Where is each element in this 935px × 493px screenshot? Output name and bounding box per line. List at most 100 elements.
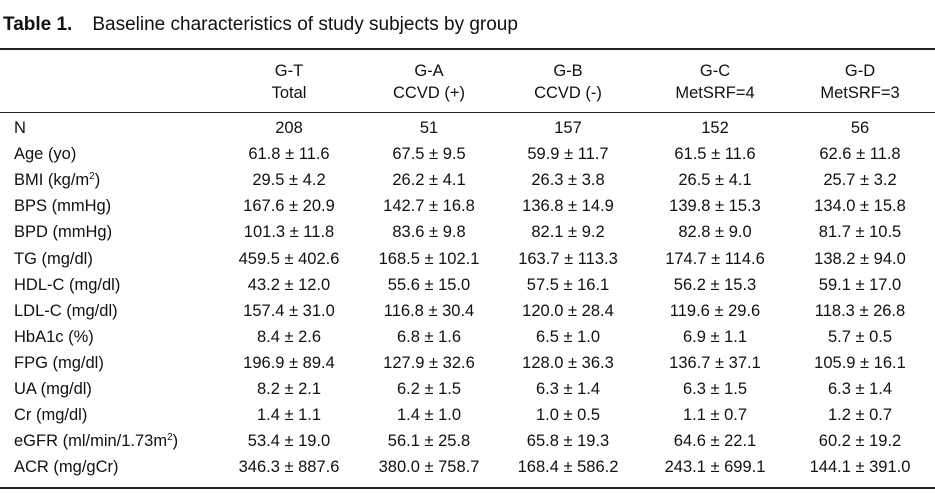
table-cell: 64.6 ± 22.1 — [673, 432, 757, 451]
table-cell: 157.4 ± 31.0 — [243, 301, 335, 320]
table-cell: 8.4 ± 2.6 — [256, 327, 322, 346]
table-cell: 167.6 ± 20.9 — [243, 197, 335, 216]
table-cell: 6.9 ± 1.1 — [682, 327, 748, 346]
table-row: ACR (mg/gCr) 346.3 ± 887.6 380.0 ± 758.7 16… — [0, 454, 935, 480]
top-rule — [0, 48, 935, 50]
row-label: Cr (mg/dl) — [14, 406, 88, 425]
table-cell: 152 — [701, 119, 729, 137]
table-cell: 26.3 ± 3.8 — [531, 171, 605, 190]
table-cell: 5.7 ± 0.5 — [827, 327, 893, 346]
table-cell: 61.8 ± 11.6 — [248, 145, 330, 164]
superscript: 2 — [89, 171, 95, 183]
row-label: HDL-C (mg/dl) — [14, 275, 121, 294]
table-cell: 82.8 ± 9.0 — [678, 223, 752, 242]
table-cell: 1.1 ± 0.7 — [682, 406, 748, 425]
table-row: BMI (kg/m2) 29.5 ± 4.2 26.2 ± 4.1 26.3 ± 3.… — [0, 167, 935, 193]
row-label: LDL-C (mg/dl) — [14, 301, 118, 320]
column-header: G-B CCVD (-) — [493, 60, 643, 104]
table-cell: 43.2 ± 12.0 — [247, 275, 331, 294]
table-cell: 139.8 ± 15.3 — [669, 197, 761, 216]
table-cell: 168.5 ± 102.1 — [378, 249, 480, 268]
row-label: Age (yo) — [14, 145, 77, 164]
table-cell: 118.3 ± 26.8 — [814, 301, 906, 320]
table-cell: 26.5 ± 4.1 — [678, 171, 752, 190]
column-code: G-A — [414, 62, 444, 80]
table-cell: 134.0 ± 15.8 — [814, 197, 906, 216]
row-label: BPD (mmHg) — [14, 223, 113, 242]
row-label: ACR (mg/gCr) — [14, 458, 119, 477]
table-cell: 128.0 ± 36.3 — [522, 353, 614, 372]
table-cell: 6.3 ± 1.4 — [827, 380, 893, 398]
table-cell: 168.4 ± 586.2 — [517, 458, 619, 477]
row-label: FPG (mg/dl) — [14, 353, 104, 372]
table-cell: 196.9 ± 89.4 — [243, 353, 335, 372]
column-description: MetSRF=4 — [675, 84, 755, 102]
table-cell: 56.1 ± 25.8 — [387, 432, 471, 451]
table-cell: 136.8 ± 14.9 — [522, 197, 614, 216]
table-cell: 127.9 ± 32.6 — [383, 353, 475, 372]
table-cell: 346.3 ± 887.6 — [238, 458, 340, 477]
table-cell: 142.7 ± 16.8 — [383, 197, 475, 216]
table-cell: 163.7 ± 113.3 — [518, 249, 618, 268]
table-cell: 157 — [554, 119, 582, 137]
table-row: Age (yo) 61.8 ± 11.6 67.5 ± 9.5 59.9 ± 11.7… — [0, 141, 935, 167]
table-row: FPG (mg/dl) 196.9 ± 89.4 127.9 ± 32.6 128.0… — [0, 350, 935, 376]
table-cell: 120.0 ± 28.4 — [522, 301, 614, 320]
table-cell: 1.0 ± 0.5 — [535, 406, 601, 425]
table-cell: 101.3 ± 11.8 — [243, 223, 335, 242]
table-cell: 136.7 ± 37.1 — [669, 353, 761, 372]
table-cell: 60.2 ± 19.2 — [818, 432, 902, 451]
table-cell: 144.1 ± 391.0 — [809, 458, 911, 477]
table-number: Table 1. — [3, 14, 73, 35]
table-cell: 6.2 ± 1.5 — [396, 380, 462, 398]
column-description: CCVD (+) — [393, 84, 465, 102]
table-row: TG (mg/dl) 459.5 ± 402.6 168.5 ± 102.1 163.… — [0, 246, 935, 272]
column-header: G-D MetSRF=3 — [785, 60, 935, 104]
table-row: HbA1c (%) 8.4 ± 2.6 6.8 ± 1.6 6.5 ± 1.0 6.9 … — [0, 324, 935, 350]
table-cell: 59.1 ± 17.0 — [818, 275, 902, 294]
table-row: BPS (mmHg) 167.6 ± 20.9 142.7 ± 16.8 136.8 … — [0, 193, 935, 219]
header-rule — [0, 112, 935, 113]
table-cell: 208 — [275, 119, 303, 137]
table-row: N 208 51 157 152 56 — [0, 115, 935, 141]
table-cell: 65.8 ± 19.3 — [526, 432, 610, 451]
column-description: CCVD (-) — [534, 84, 602, 102]
table-row: Cr (mg/dl) 1.4 ± 1.1 1.4 ± 1.0 1.0 ± 0.5 1.1… — [0, 402, 935, 428]
table-cell: 6.5 ± 1.0 — [535, 327, 601, 346]
table-cell: 55.6 ± 15.0 — [387, 275, 471, 294]
table-cell: 8.2 ± 2.1 — [256, 380, 322, 398]
column-header: G-A CCVD (+) — [354, 60, 504, 104]
table-row: HDL-C (mg/dl) 43.2 ± 12.0 55.6 ± 15.0 57.5 … — [0, 272, 935, 298]
column-description: MetSRF=3 — [820, 84, 900, 102]
table-cell: 29.5 ± 4.2 — [252, 171, 326, 190]
column-description: Total — [271, 84, 307, 102]
table-cell: 56.2 ± 15.3 — [673, 275, 757, 294]
table-row: eGFR (ml/min/1.73m2) 53.4 ± 19.0 56.1 ± 25… — [0, 428, 935, 454]
table-cell: 61.5 ± 11.6 — [674, 145, 756, 164]
table-cell: 81.7 ± 10.5 — [818, 223, 902, 242]
table-cell: 56 — [850, 119, 870, 137]
bottom-rule — [0, 487, 935, 489]
superscript: 2 — [167, 432, 173, 444]
table-cell: 459.5 ± 402.6 — [238, 249, 340, 268]
table-cell: 25.7 ± 3.2 — [823, 171, 897, 190]
table-cell: 6.8 ± 1.6 — [396, 327, 462, 346]
row-label: BPS (mmHg) — [14, 197, 112, 216]
row-label: UA (mg/dl) — [14, 380, 92, 398]
table-cell: 116.8 ± 30.4 — [383, 301, 475, 320]
column-code: G-C — [699, 62, 731, 80]
column-code: G-B — [553, 62, 583, 80]
table-cell: 6.3 ± 1.4 — [535, 380, 601, 398]
table-cell: 67.5 ± 9.5 — [392, 145, 466, 164]
table-cell: 57.5 ± 16.1 — [526, 275, 610, 294]
column-code: G-D — [844, 62, 876, 80]
table-caption: Table 1. Baseline characteristics of stud… — [3, 14, 518, 36]
table-cell: 380.0 ± 758.7 — [378, 458, 480, 477]
row-label: BMI (kg/m2) — [14, 171, 101, 190]
table-cell: 138.2 ± 94.0 — [814, 249, 906, 268]
table-cell: 105.9 ± 16.1 — [814, 353, 906, 372]
table-cell: 119.6 ± 29.6 — [669, 301, 761, 320]
table-cell: 53.4 ± 19.0 — [247, 432, 331, 451]
table-cell: 59.9 ± 11.7 — [527, 145, 609, 164]
table-cell: 82.1 ± 9.2 — [531, 223, 605, 242]
